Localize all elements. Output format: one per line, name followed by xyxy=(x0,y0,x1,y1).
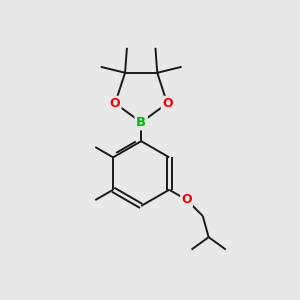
Text: O: O xyxy=(110,97,120,110)
Text: O: O xyxy=(162,97,172,110)
Text: B: B xyxy=(136,116,146,129)
Text: O: O xyxy=(181,193,192,206)
